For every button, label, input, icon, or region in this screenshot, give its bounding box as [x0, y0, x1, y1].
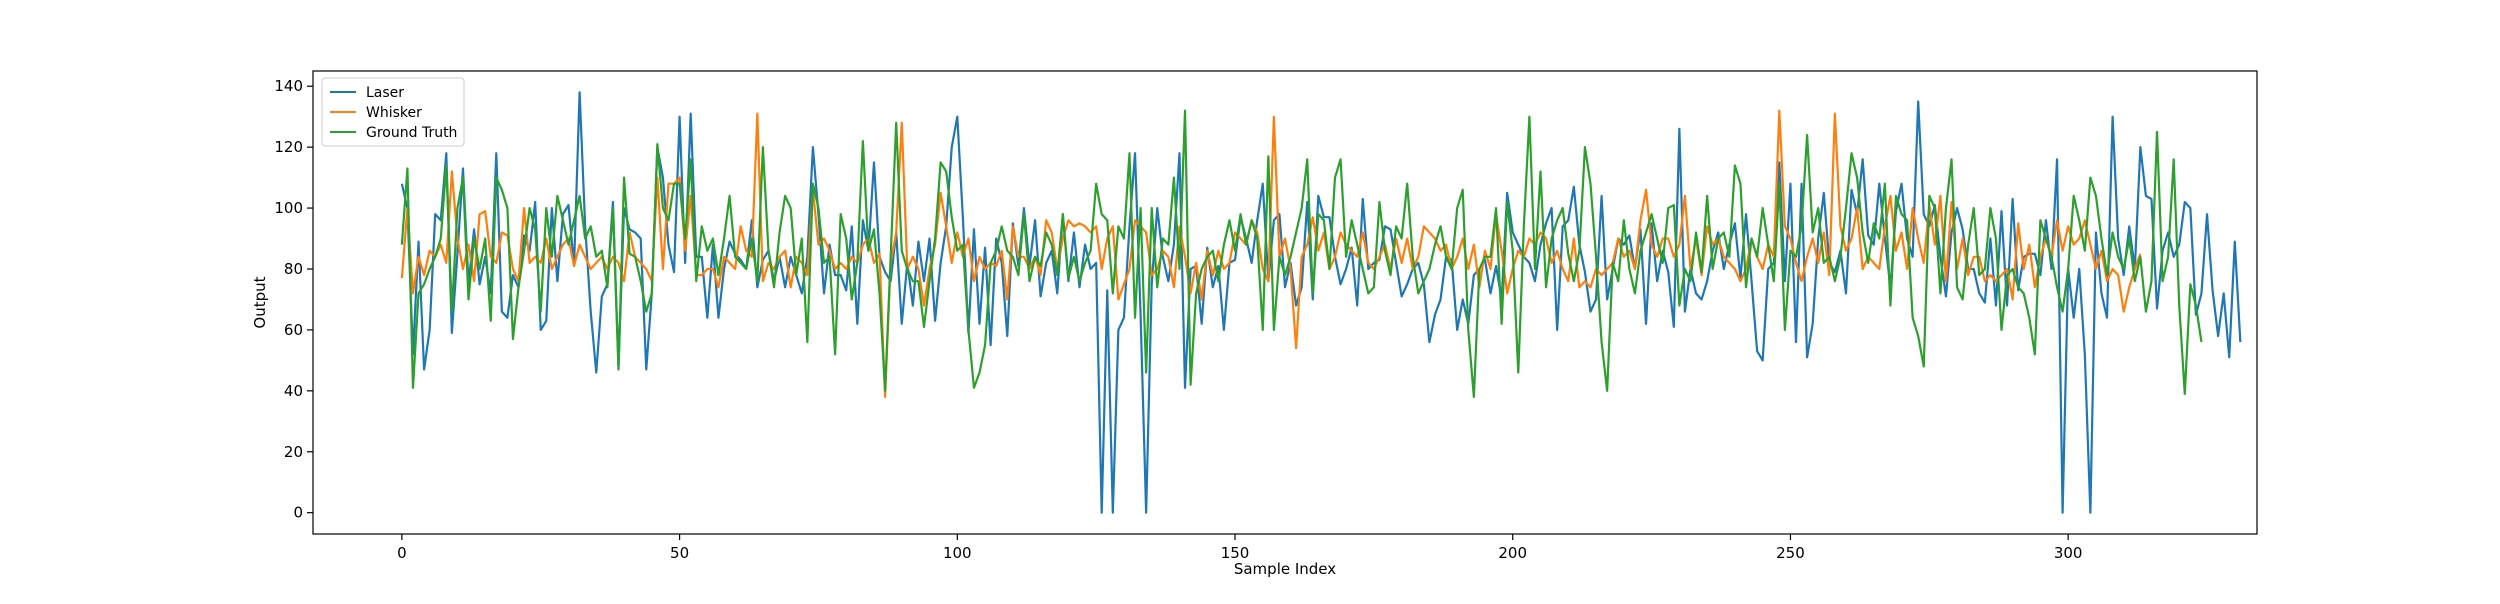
- legend-label-whisker: Whisker: [366, 105, 422, 121]
- legend-label-laser: Laser: [366, 85, 404, 101]
- y-tick-label: 140: [274, 77, 303, 95]
- x-tick-label: 50: [670, 544, 689, 562]
- y-tick-label: 40: [284, 382, 303, 400]
- y-tick-label: 80: [284, 260, 303, 278]
- x-tick-label: 300: [2054, 544, 2083, 562]
- y-axis-ticks: 0 20 40 60 80 100 120 140: [274, 77, 313, 522]
- series-layer: [400, 91, 2242, 514]
- series-line-whisker: [400, 109, 2142, 399]
- x-tick-label: 150: [1221, 544, 1250, 562]
- x-tick-label: 200: [1498, 544, 1527, 562]
- y-tick-label: 0: [293, 504, 303, 522]
- series-line-ground-truth: [400, 109, 2203, 399]
- y-tick-label: 60: [284, 321, 303, 339]
- x-axis-ticks: 0 50 100 150 200 250 300: [397, 534, 2082, 562]
- legend: Laser Whisker Ground Truth: [321, 77, 465, 147]
- legend-box: [321, 77, 465, 147]
- y-tick-label: 20: [284, 443, 303, 461]
- y-tick-label: 100: [274, 199, 303, 217]
- y-axis-label: Output: [251, 276, 269, 328]
- x-tick-label: 0: [397, 544, 407, 562]
- x-tick-label: 250: [1776, 544, 1805, 562]
- legend-label-ground-truth: Ground Truth: [366, 125, 457, 141]
- plot-frame: [312, 70, 2258, 535]
- x-axis-label: Sample Index: [1234, 560, 1336, 578]
- x-tick-label: 100: [943, 544, 972, 562]
- y-tick-label: 120: [274, 138, 303, 156]
